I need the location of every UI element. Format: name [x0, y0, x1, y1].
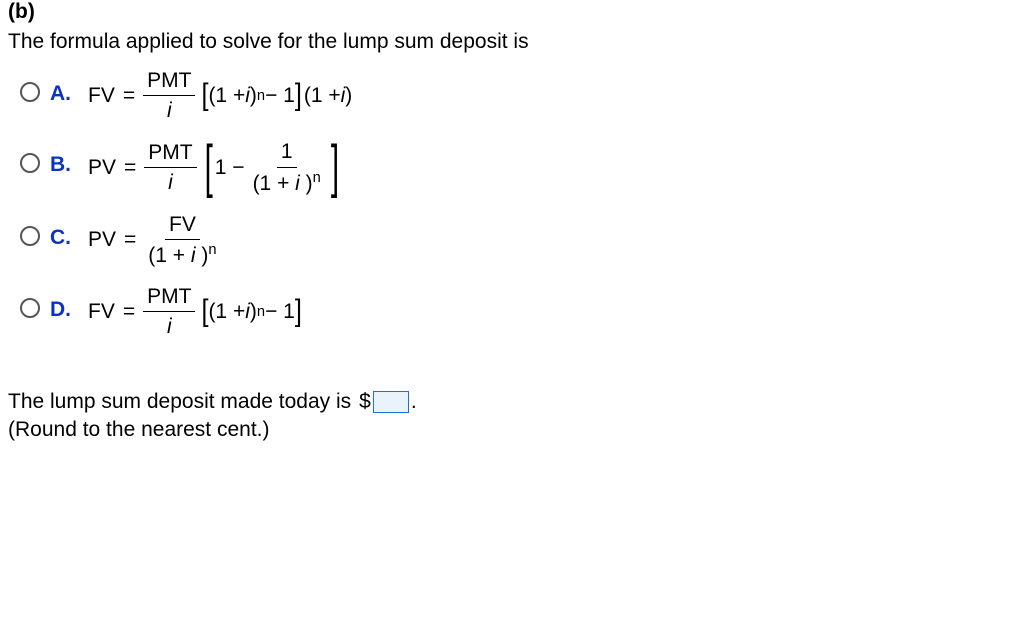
question-text: The formula applied to solve for the lum…	[8, 30, 1010, 54]
right-bracket: ]	[295, 78, 302, 113]
fraction-num: PMT	[144, 140, 196, 168]
den-close: )	[306, 172, 313, 195]
equals: =	[124, 228, 136, 252]
fraction-num: FV	[165, 212, 200, 240]
equals: =	[124, 156, 136, 180]
inner-frac-den: (1 + i )n	[249, 168, 325, 196]
round-note: (Round to the nearest cent.)	[8, 418, 1010, 442]
bracket-term: [ (1 + i )n − 1 ]	[201, 297, 301, 326]
equals: =	[123, 300, 135, 324]
option-c: C. PV = FV (1 + i )n	[20, 212, 1010, 268]
fraction: PMT i	[143, 284, 195, 339]
den-i: i	[191, 244, 202, 267]
lhs-var: PV	[88, 156, 116, 180]
den-i: i	[295, 172, 306, 195]
options-group: A. FV = PMT i [ (1 + i )n − 1 ] (1 + i )…	[20, 68, 1010, 340]
answer-input[interactable]	[373, 391, 409, 413]
option-a: A. FV = PMT i [ (1 + i )n − 1 ] (1 + i )	[20, 68, 1010, 123]
den-open: (1 +	[253, 172, 296, 195]
option-d: D. FV = PMT i [ (1 + i )n − 1 ]	[20, 284, 1010, 339]
equals: =	[123, 84, 135, 108]
term-close: )	[250, 300, 257, 324]
radio-b[interactable]	[20, 153, 40, 173]
option-b: B. PV = PMT i [ 1 − 1 (1 + i )n ]	[20, 139, 1010, 195]
fraction-num: PMT	[143, 284, 195, 312]
bracket-term: [ 1 − 1 (1 + i )n ]	[203, 139, 341, 195]
left-bracket: [	[205, 134, 213, 202]
option-c-formula: PV = FV (1 + i )n	[84, 212, 225, 268]
option-d-letter: D.	[50, 298, 76, 322]
answer-section: The lump sum deposit made today is $ . (…	[8, 390, 1010, 442]
left-bracket: [	[201, 78, 208, 113]
period: .	[411, 390, 417, 414]
option-a-formula: FV = PMT i [ (1 + i )n − 1 ] (1 + i )	[84, 68, 352, 123]
radio-d[interactable]	[20, 298, 40, 318]
right-bracket: ]	[331, 134, 339, 202]
minus-one: − 1	[265, 300, 295, 324]
dollar-sign: $	[359, 390, 371, 414]
trail-open: (1 +	[304, 84, 341, 108]
fraction-den: i	[163, 312, 176, 339]
lhs-var: FV	[88, 300, 115, 324]
part-label: (b)	[8, 0, 1010, 24]
den-exp: n	[313, 170, 321, 186]
lhs-var: PV	[88, 228, 116, 252]
term-exp: n	[257, 88, 265, 104]
term-open: (1 +	[208, 84, 245, 108]
fraction-num: PMT	[143, 68, 195, 96]
fraction-den: i	[163, 96, 176, 123]
term-exp: n	[257, 304, 265, 320]
fraction-den: i	[164, 168, 177, 195]
right-bracket: ]	[295, 294, 302, 329]
inner-fraction: 1 (1 + i )n	[249, 139, 325, 195]
fraction: PMT i	[144, 140, 196, 195]
minus-one: − 1	[265, 84, 295, 108]
radio-c[interactable]	[20, 226, 40, 246]
den-open: (1 +	[148, 244, 191, 267]
option-c-letter: C.	[50, 226, 76, 250]
inner-frac-num: 1	[277, 139, 297, 167]
answer-line: The lump sum deposit made today is $ .	[8, 390, 1010, 414]
option-b-letter: B.	[50, 153, 76, 177]
term-open: (1 +	[208, 300, 245, 324]
fraction: FV (1 + i )n	[144, 212, 220, 268]
one-minus: 1 −	[215, 156, 245, 180]
option-b-formula: PV = PMT i [ 1 − 1 (1 + i )n ]	[84, 139, 343, 195]
radio-a[interactable]	[20, 82, 40, 102]
bracket-term: [ (1 + i )n − 1 ]	[201, 81, 301, 110]
option-d-formula: FV = PMT i [ (1 + i )n − 1 ]	[84, 284, 304, 339]
term-close: )	[250, 84, 257, 108]
den-exp: n	[208, 242, 216, 258]
fraction: PMT i	[143, 68, 195, 123]
trail-close: )	[345, 84, 352, 108]
lhs-var: FV	[88, 84, 115, 108]
fraction-den: (1 + i )n	[144, 240, 220, 268]
answer-prefix: The lump sum deposit made today is	[8, 390, 351, 414]
left-bracket: [	[201, 294, 208, 329]
option-a-letter: A.	[50, 82, 76, 106]
